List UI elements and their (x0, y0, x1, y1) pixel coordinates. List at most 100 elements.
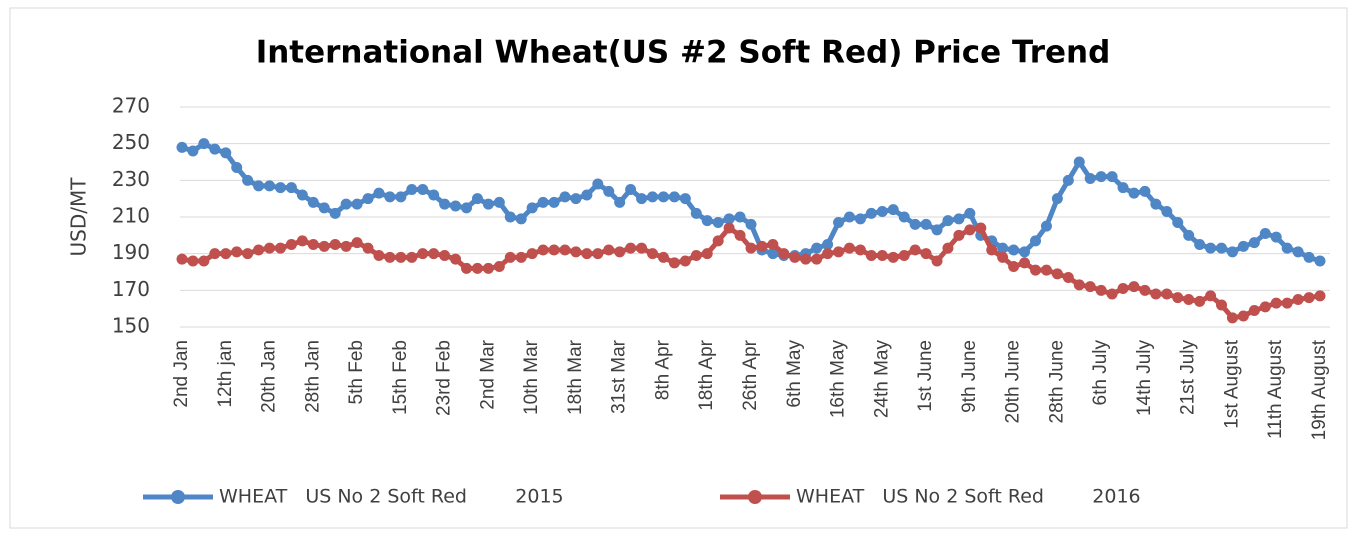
x-tick-label: 26th Apr (740, 339, 761, 410)
data-point (657, 191, 669, 203)
data-point (647, 248, 659, 260)
data-point (559, 244, 571, 256)
data-point (395, 251, 407, 263)
data-point (526, 202, 538, 214)
data-point (745, 218, 757, 230)
data-point (373, 250, 385, 261)
data-point (625, 242, 637, 254)
x-tick-label: 16th May (828, 340, 849, 419)
data-point (1062, 272, 1074, 283)
data-point (843, 242, 855, 254)
data-point (439, 250, 451, 261)
data-point (395, 191, 407, 203)
data-point (822, 248, 834, 260)
data-point (1150, 198, 1162, 210)
x-tick-label: 1st August (1221, 339, 1242, 428)
data-point (865, 207, 877, 219)
data-point (1040, 220, 1052, 232)
data-point (789, 251, 801, 263)
data-point (811, 253, 823, 265)
data-point (668, 191, 680, 203)
data-point (242, 248, 254, 260)
data-point (570, 193, 582, 205)
data-point (1194, 239, 1206, 250)
data-point (1259, 228, 1271, 239)
data-point (1183, 229, 1195, 241)
data-point (340, 240, 352, 252)
x-tick-label: 28th June (1046, 340, 1067, 423)
data-point (800, 253, 812, 265)
data-point (931, 255, 943, 267)
data-point (406, 184, 418, 195)
data-point (833, 246, 845, 258)
data-point (340, 198, 352, 210)
data-point (690, 207, 702, 219)
data-point (734, 211, 746, 223)
data-point (1128, 281, 1140, 293)
data-point (1117, 182, 1129, 194)
data-point (1084, 173, 1096, 184)
data-point (274, 182, 286, 194)
data-point (876, 206, 888, 217)
data-point (1292, 246, 1304, 258)
data-point (504, 251, 516, 263)
data-point (843, 211, 855, 223)
data-point (833, 217, 845, 228)
data-point (592, 248, 604, 260)
legend-marker (748, 490, 762, 504)
data-point (986, 244, 998, 256)
data-point (209, 248, 221, 260)
data-point (636, 242, 648, 254)
data-point (1095, 284, 1107, 296)
data-point (898, 211, 910, 223)
data-point (898, 250, 910, 261)
data-point (887, 204, 899, 216)
data-point (1008, 261, 1020, 272)
data-point (854, 213, 866, 225)
data-point (1194, 295, 1206, 307)
y-tick-label: 170 (112, 277, 150, 301)
data-point (1237, 240, 1249, 252)
data-point (274, 242, 286, 254)
data-point (679, 255, 691, 267)
data-point (296, 235, 308, 247)
data-point (329, 239, 341, 250)
y-tick-label: 270 (112, 94, 150, 118)
data-point (198, 138, 210, 150)
data-point (242, 174, 254, 186)
data-point (1226, 246, 1238, 258)
data-point (1030, 235, 1041, 247)
data-point (537, 196, 549, 208)
data-point (515, 251, 527, 263)
data-point (1051, 193, 1063, 205)
data-point (1019, 257, 1031, 269)
data-point (307, 239, 319, 250)
data-point (625, 184, 637, 195)
data-point (1150, 288, 1162, 300)
data-point (1030, 264, 1041, 276)
data-point (504, 211, 516, 223)
data-point (264, 180, 276, 192)
data-point (1062, 174, 1074, 186)
data-point (482, 262, 494, 274)
data-point (187, 145, 199, 157)
data-point (668, 257, 680, 269)
data-point (231, 162, 243, 173)
y-tick-label: 230 (112, 167, 150, 191)
data-point (942, 215, 954, 227)
data-point (690, 250, 702, 261)
data-point (373, 187, 385, 199)
data-point (975, 222, 987, 234)
data-point (362, 242, 374, 254)
data-point (493, 196, 505, 208)
x-tick-label: 10th Mar (521, 339, 542, 415)
legend-item: WHEAT US No 2 Soft Red 2015 (143, 486, 564, 508)
x-tick-label: 2nd Mar (477, 339, 498, 409)
data-point (778, 248, 790, 260)
y-tick-label: 190 (112, 240, 150, 264)
data-point (209, 143, 221, 155)
x-tick-label: 23rd Feb (434, 340, 455, 416)
data-point (1205, 290, 1217, 302)
data-point (712, 235, 724, 247)
data-point (636, 193, 648, 205)
